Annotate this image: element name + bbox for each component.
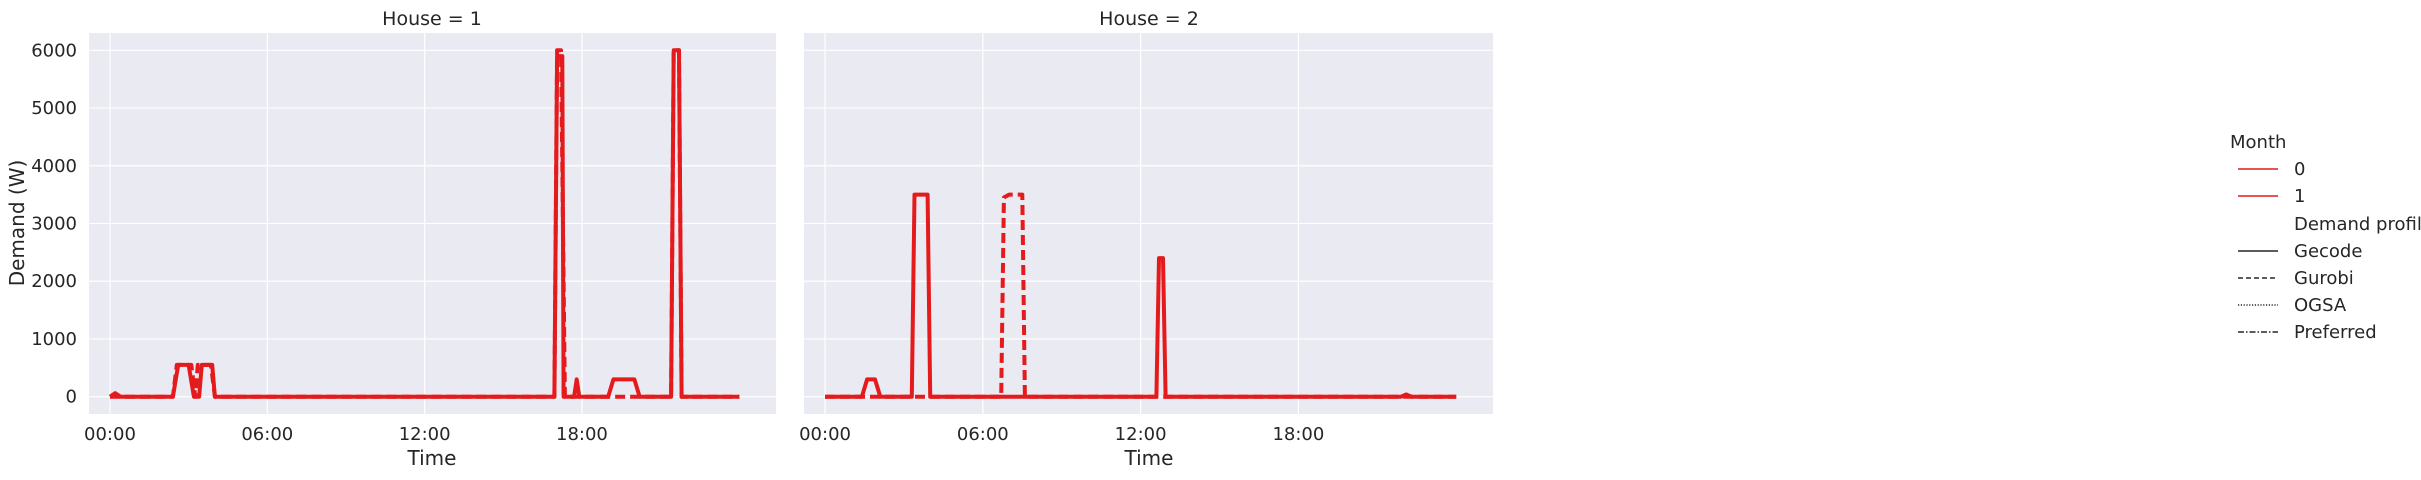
panel-1-xticks: 00:00 06:00 12:00 18:00 <box>84 424 608 445</box>
x-tick-label: 00:00 <box>84 424 136 445</box>
panel-1-xlabel: Time <box>407 446 457 470</box>
series-line-month-1-gurobi <box>825 192 1457 399</box>
x-tick-label: 06:00 <box>957 424 1009 445</box>
legend-ogsa-label: OGSA <box>2294 295 2347 316</box>
panel-1-yticks: 0 1000 2000 3000 4000 5000 6000 <box>31 40 77 407</box>
y-tick-label: 4000 <box>31 156 77 177</box>
y-tick-label: 6000 <box>31 40 77 61</box>
series-line-month-1-gurobi <box>110 48 740 399</box>
y-axis-label: Demand (W) <box>5 160 29 287</box>
legend-month-1-label: 1 <box>2294 186 2305 207</box>
panel-2-title: House = 2 <box>1099 8 1199 30</box>
legend-month-0-label: 0 <box>2294 159 2305 180</box>
y-tick-label: 5000 <box>31 98 77 119</box>
panel-house-2: 00:00 06:00 12:00 18:00 House = 2 Time <box>799 8 1493 470</box>
y-tick-label: 1000 <box>31 329 77 350</box>
x-tick-label: 12:00 <box>399 424 451 445</box>
panel-1-title: House = 1 <box>382 8 482 30</box>
legend-gurobi-label: Gurobi <box>2294 268 2354 289</box>
x-tick-label: 12:00 <box>1115 424 1167 445</box>
panel-1-grid <box>89 33 776 414</box>
x-tick-label: 18:00 <box>556 424 608 445</box>
panel-2-series <box>825 192 1457 399</box>
x-tick-label: 00:00 <box>799 424 851 445</box>
panel-2-xlabel: Time <box>1124 446 1174 470</box>
legend-style-title: Demand profile <box>2294 214 2421 235</box>
y-tick-label: 3000 <box>31 214 77 235</box>
legend: Month 0 1 Demand profile Gecode Gurobi O… <box>2230 132 2421 343</box>
legend-gecode-label: Gecode <box>2294 241 2362 262</box>
panel-house-1: 00:00 06:00 12:00 18:00 0 1000 2000 3000 4000 50… <box>5 8 776 470</box>
y-tick-label: 2000 <box>31 271 77 292</box>
panel-2-xticks: 00:00 06:00 12:00 18:00 <box>799 424 1324 445</box>
x-tick-label: 18:00 <box>1272 424 1324 445</box>
x-tick-label: 06:00 <box>241 424 293 445</box>
legend-hue-title: Month <box>2230 132 2286 153</box>
panel-1-series <box>108 48 740 399</box>
legend-preferred-label: Preferred <box>2294 322 2377 343</box>
y-tick-label: 0 <box>66 387 77 408</box>
